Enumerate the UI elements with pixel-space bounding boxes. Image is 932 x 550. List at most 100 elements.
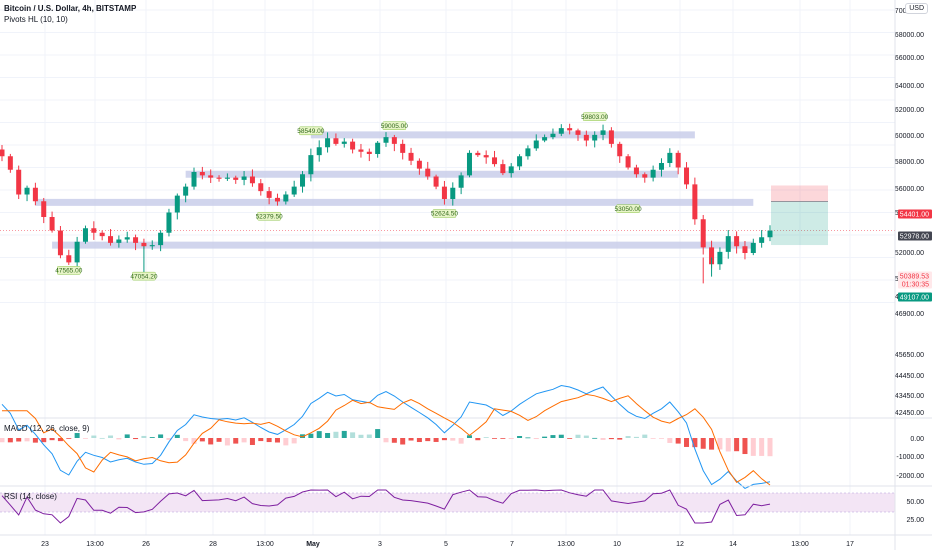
macd-histogram-bar — [375, 429, 381, 438]
take-profit-zone — [771, 201, 828, 246]
price-axis-label: 56000.00 — [895, 186, 924, 193]
macd-pane[interactable]: 0.00 -1000.00 -2000.00 — [0, 384, 932, 489]
candle-body — [57, 230, 63, 256]
time-axis-label: 13:00 — [557, 541, 575, 548]
candle-body — [466, 152, 472, 176]
candle — [325, 132, 331, 153]
candle-body — [416, 160, 422, 169]
candle-body — [600, 130, 606, 135]
candle — [466, 150, 472, 178]
pivot-zone — [185, 170, 679, 178]
macd-title[interactable]: MACD (12, 26, close, 9) — [4, 424, 90, 433]
macd-histogram-bar — [0, 438, 5, 443]
macd-histogram-bar — [425, 438, 431, 442]
candle-body — [425, 168, 431, 177]
pivot-label: 59005.00 — [381, 121, 408, 130]
indicator-title[interactable]: Pivots HL (10, 10) — [4, 15, 68, 24]
price-badge: 01:30:35 — [898, 279, 932, 289]
candle — [291, 180, 297, 197]
macd-axis-label: -1000.00 — [896, 454, 924, 461]
macd-histogram-bar — [82, 438, 88, 439]
candle — [725, 230, 731, 259]
macd-histogram-bar — [32, 438, 38, 443]
time-axis-label: May — [306, 541, 320, 548]
time-axis-label: 14 — [729, 541, 737, 548]
rsi-pane[interactable]: 50.00 25.00 — [0, 485, 932, 524]
candle-body — [550, 133, 556, 138]
macd-histogram-bar — [450, 438, 456, 441]
candle — [658, 158, 664, 177]
rsi-axis-label: 25.00 — [906, 517, 924, 524]
macd-histogram-bar — [608, 438, 614, 440]
candle-body — [166, 212, 172, 233]
candle-body — [274, 197, 280, 202]
pivot-label: 52624.50 — [431, 209, 458, 218]
currency-badge[interactable]: USD — [905, 3, 928, 14]
time-axis-label: 13:00 — [256, 541, 274, 548]
macd-histogram-bar — [249, 438, 255, 445]
candle-body — [608, 130, 614, 144]
price-axis-label: 64000.00 — [895, 83, 924, 90]
rsi-title[interactable]: RSI (14, close) — [4, 492, 57, 501]
macd-histogram-bar — [650, 438, 656, 439]
macd-histogram-bar — [316, 431, 322, 438]
candle — [642, 172, 648, 183]
candle — [517, 154, 523, 171]
symbol-title[interactable]: Bitcoin / U.S. Dollar, 4h, BITSTAMP — [4, 4, 137, 13]
candle — [500, 159, 506, 176]
price-axis-label: 43450.00 — [895, 393, 924, 400]
macd-histogram-bar — [475, 438, 481, 441]
macd-histogram-bar — [517, 436, 523, 438]
candle-body — [483, 155, 489, 158]
candle — [475, 150, 481, 157]
macd-histogram-bar — [433, 438, 439, 442]
macd-histogram-bar — [416, 438, 422, 443]
candle-body — [458, 175, 464, 188]
candle — [550, 128, 556, 140]
candle — [49, 211, 55, 233]
macd-histogram-bar — [116, 438, 122, 440]
macd-histogram-bar — [684, 438, 690, 447]
price-candles[interactable] — [0, 123, 773, 284]
candle-body — [308, 155, 314, 175]
candle — [316, 140, 322, 162]
candle-body — [625, 156, 631, 168]
candle-body — [700, 219, 706, 248]
candle-body — [49, 217, 55, 231]
macd-histogram-bar — [383, 438, 389, 443]
macd-histogram-bar — [667, 438, 673, 443]
candle-body — [133, 237, 139, 243]
candle-body — [650, 169, 656, 178]
pivot-label-box — [257, 211, 281, 221]
time-axis-label: 7 — [510, 541, 514, 548]
time-axis-label: 10 — [613, 541, 621, 548]
price-badge-text: 52978.00 — [900, 234, 929, 241]
macd-histogram-bar — [408, 438, 414, 441]
candle — [191, 167, 197, 190]
macd-histogram-bar — [208, 438, 214, 445]
macd-histogram-bar — [49, 438, 55, 441]
pivot-label-box — [57, 266, 81, 275]
macd-histogram-bar — [91, 435, 97, 438]
time-axis-label: 13:00 — [86, 541, 104, 548]
candle — [759, 230, 765, 248]
candle-body — [633, 167, 639, 175]
candle — [567, 123, 573, 135]
price-axis[interactable]: 70000.0068000.0066000.0064000.0062000.00… — [895, 8, 932, 417]
candle — [24, 185, 30, 202]
macd-histogram-bar — [274, 438, 280, 443]
pivot-label: 58549.00 — [297, 126, 325, 136]
macd-histogram-bar — [525, 437, 531, 439]
candle-body — [91, 228, 97, 233]
price-axis-label: 60000.00 — [895, 133, 924, 140]
pivot-zones — [0, 131, 895, 249]
candle-body — [82, 228, 88, 242]
candle-body — [124, 237, 130, 240]
candle — [400, 139, 406, 160]
price-axis-label: 42450.00 — [895, 410, 924, 417]
macd-histogram-bar — [633, 436, 639, 438]
candle-body — [475, 152, 481, 156]
short-position-tool[interactable] — [771, 185, 828, 246]
